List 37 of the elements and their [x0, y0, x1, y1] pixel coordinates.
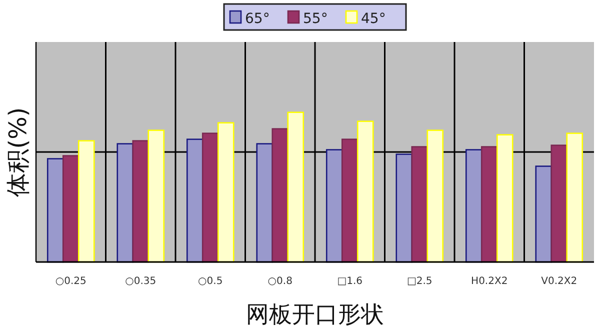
- bar: [465, 149, 482, 263]
- legend-label: 55°: [303, 11, 328, 27]
- x-tick-label: ○0.8: [268, 276, 292, 287]
- bar: [496, 134, 514, 263]
- x-tick-label: ○0.5: [198, 276, 223, 287]
- bar: [78, 140, 95, 263]
- x-tick-label: ○0.25: [55, 276, 86, 287]
- x-axis-title: 网板开口形状: [246, 302, 384, 328]
- bar: [356, 120, 374, 263]
- bar: [411, 146, 428, 263]
- bar: [132, 140, 150, 263]
- bar: [566, 132, 584, 263]
- x-tick-label: ○0.35: [125, 276, 156, 287]
- bar: [287, 112, 304, 263]
- bar: [46, 158, 64, 263]
- x-tick-label: □1.6: [337, 276, 363, 287]
- y-axis-title: 体积(%): [4, 107, 32, 197]
- bar: [341, 138, 358, 263]
- bar: [426, 130, 444, 263]
- bar: [256, 143, 274, 263]
- bar: [202, 132, 219, 263]
- bar: [480, 146, 498, 263]
- bar: [550, 144, 568, 263]
- bar: [217, 122, 234, 263]
- bar: [116, 143, 134, 263]
- bar: [186, 138, 204, 263]
- bar: [535, 166, 552, 263]
- legend-label: 65°: [245, 11, 270, 27]
- bar: [62, 155, 80, 263]
- legend-label: 45°: [361, 11, 386, 27]
- bar: [396, 154, 413, 263]
- x-tick-label: □2.5: [406, 276, 432, 287]
- bar: [326, 149, 343, 263]
- bar: [148, 130, 165, 263]
- x-tick-label: V0.2X2: [541, 276, 578, 287]
- bar: [272, 128, 289, 263]
- x-tick-label: H0.2X2: [471, 276, 508, 287]
